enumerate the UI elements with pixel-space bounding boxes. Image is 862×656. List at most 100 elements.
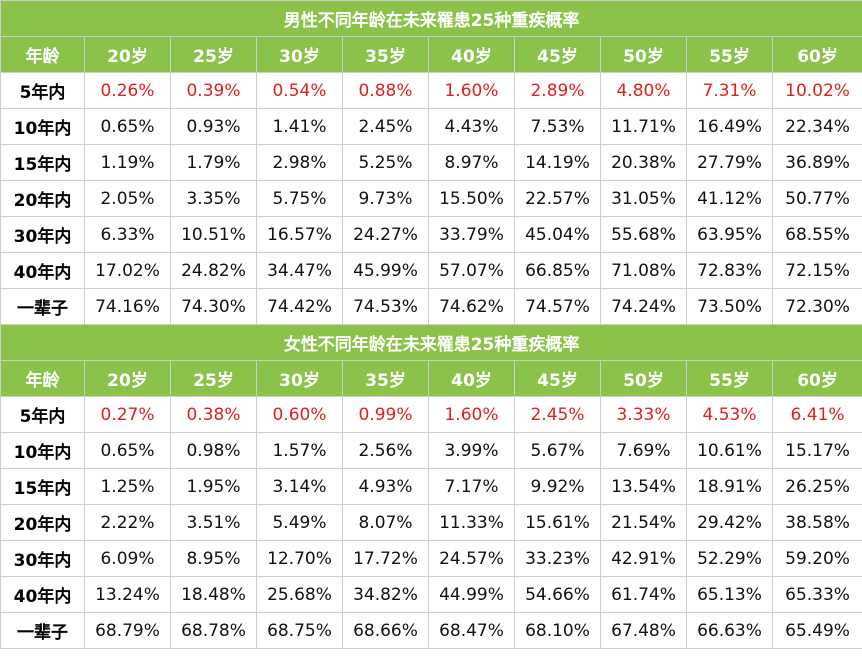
probability-cell: 71.08%	[600, 252, 687, 289]
probability-cell: 6.41%	[771, 396, 862, 433]
probability-cell: 4.43%	[428, 108, 515, 145]
row-label: 15年内	[0, 468, 85, 505]
probability-cell: 5.25%	[342, 144, 429, 181]
row-label: 5年内	[0, 396, 85, 433]
probability-cell: 17.02%	[84, 252, 171, 289]
table-row: 20年内 2.05% 3.35% 5.75% 9.73% 15.50% 22.57% 31.0…	[0, 180, 862, 217]
probability-cell: 20.38%	[600, 144, 687, 181]
probability-cell: 61.74%	[600, 576, 687, 613]
probability-cell: 72.15%	[771, 252, 862, 289]
probability-cell: 18.48%	[170, 576, 257, 613]
probability-cell: 66.85%	[514, 252, 601, 289]
header-age-column: 55岁	[686, 360, 773, 397]
probability-cell: 74.62%	[428, 288, 515, 325]
probability-cell: 24.82%	[170, 252, 257, 289]
probability-cell: 74.16%	[84, 288, 171, 325]
probability-cell: 3.33%	[600, 396, 687, 433]
probability-cell: 0.88%	[342, 72, 429, 109]
probability-cell: 10.51%	[170, 216, 257, 253]
probability-cell: 5.49%	[256, 504, 343, 541]
header-age-column: 45岁	[514, 36, 601, 73]
probability-cell: 73.50%	[686, 288, 773, 325]
probability-cell: 9.73%	[342, 180, 429, 217]
probability-cell: 33.23%	[514, 540, 601, 577]
probability-cell: 66.63%	[686, 612, 773, 649]
probability-cell: 4.80%	[600, 72, 687, 109]
probability-cell: 2.56%	[342, 432, 429, 469]
table-row: 5年内 0.27% 0.38% 0.60% 0.99% 1.60% 2.45% 3.33% 4.…	[0, 396, 862, 433]
header-age-column: 25岁	[170, 36, 257, 73]
male-title-row: 男性不同年龄在未来罹患25种重疾概率	[0, 0, 862, 37]
probability-cell: 0.99%	[342, 396, 429, 433]
probability-cell: 24.57%	[428, 540, 515, 577]
header-age-column: 60岁	[771, 360, 862, 397]
probability-cell: 1.79%	[170, 144, 257, 181]
male-header-row: 年龄 20岁 25岁 30岁 35岁 40岁 45岁 50岁 55岁 60岁	[0, 36, 862, 73]
probability-cell: 3.35%	[170, 180, 257, 217]
probability-cell: 14.19%	[514, 144, 601, 181]
probability-cell: 22.34%	[771, 108, 862, 145]
table-row: 一辈子 74.16% 74.30% 74.42% 74.53% 74.62% 74.57% 7…	[0, 288, 862, 325]
probability-cell: 9.92%	[514, 468, 601, 505]
probability-cell: 11.71%	[600, 108, 687, 145]
female-table-title: 女性不同年龄在未来罹患25种重疾概率	[0, 324, 862, 361]
probability-cell: 13.54%	[600, 468, 687, 505]
header-age-column: 30岁	[256, 36, 343, 73]
probability-cell: 16.49%	[686, 108, 773, 145]
probability-cell: 16.57%	[256, 216, 343, 253]
probability-cell: 13.24%	[84, 576, 171, 613]
probability-cell: 68.10%	[514, 612, 601, 649]
probability-cell: 22.57%	[514, 180, 601, 217]
row-label: 20年内	[0, 180, 85, 217]
probability-cell: 74.24%	[600, 288, 687, 325]
row-label: 10年内	[0, 432, 85, 469]
probability-cell: 68.55%	[771, 216, 862, 253]
probability-cell: 52.29%	[686, 540, 773, 577]
header-age-column: 50岁	[600, 360, 687, 397]
probability-cell: 45.99%	[342, 252, 429, 289]
probability-cell: 15.17%	[771, 432, 862, 469]
probability-cell: 31.05%	[600, 180, 687, 217]
probability-cell: 0.93%	[170, 108, 257, 145]
header-age-column: 55岁	[686, 36, 773, 73]
male-table-title: 男性不同年龄在未来罹患25种重疾概率	[0, 0, 862, 37]
row-label: 30年内	[0, 216, 85, 253]
probability-cell: 10.02%	[771, 72, 862, 109]
header-age-label: 年龄	[0, 360, 85, 397]
probability-cell: 4.93%	[342, 468, 429, 505]
probability-cell: 0.98%	[170, 432, 257, 469]
probability-cell: 8.97%	[428, 144, 515, 181]
probability-cell: 54.66%	[514, 576, 601, 613]
probability-cell: 68.79%	[84, 612, 171, 649]
probability-cell: 1.19%	[84, 144, 171, 181]
probability-cell: 11.33%	[428, 504, 515, 541]
probability-cell: 2.22%	[84, 504, 171, 541]
probability-cell: 27.79%	[686, 144, 773, 181]
probability-cell: 3.51%	[170, 504, 257, 541]
female-header-row: 年龄 20岁 25岁 30岁 35岁 40岁 45岁 50岁 55岁 60岁	[0, 360, 862, 397]
probability-cell: 63.95%	[686, 216, 773, 253]
probability-cell: 12.70%	[256, 540, 343, 577]
probability-cell: 65.33%	[771, 576, 862, 613]
probability-cell: 74.53%	[342, 288, 429, 325]
probability-cell: 55.68%	[600, 216, 687, 253]
header-age-label: 年龄	[0, 36, 85, 73]
probability-cell: 0.65%	[84, 432, 171, 469]
table-row: 40年内 17.02% 24.82% 34.47% 45.99% 57.07% 66.85%…	[0, 252, 862, 289]
probability-cell: 7.31%	[686, 72, 773, 109]
table-row: 5年内 0.26% 0.39% 0.54% 0.88% 1.60% 2.89% 4.80% 7.…	[0, 72, 862, 109]
probability-cell: 42.91%	[600, 540, 687, 577]
probability-cell: 5.67%	[514, 432, 601, 469]
probability-cell: 17.72%	[342, 540, 429, 577]
probability-cell: 38.58%	[771, 504, 862, 541]
probability-cell: 0.27%	[84, 396, 171, 433]
probability-cell: 57.07%	[428, 252, 515, 289]
probability-cell: 1.60%	[428, 396, 515, 433]
row-label: 30年内	[0, 540, 85, 577]
probability-cell: 0.38%	[170, 396, 257, 433]
probability-cell: 5.75%	[256, 180, 343, 217]
probability-cell: 18.91%	[686, 468, 773, 505]
probability-cell: 7.17%	[428, 468, 515, 505]
probability-cell: 1.57%	[256, 432, 343, 469]
